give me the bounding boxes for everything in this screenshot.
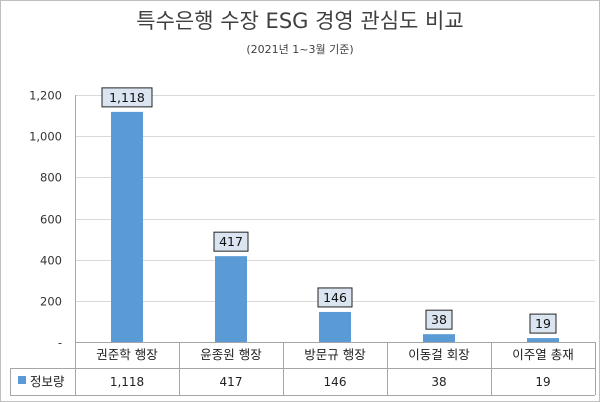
- x-category-label: 방문규 행장: [304, 347, 366, 362]
- data-label-box: [317, 287, 353, 308]
- data-label: 146: [323, 290, 347, 305]
- gridlines: [75, 95, 595, 302]
- data-label-box: [213, 231, 249, 252]
- y-tick-label: 800: [40, 171, 62, 185]
- bar: [423, 334, 455, 342]
- bar: [111, 111, 143, 343]
- table-value: 19: [535, 375, 550, 389]
- bar: [319, 311, 351, 342]
- y-tick-label: 400: [40, 254, 62, 268]
- legend-label: 정보량: [30, 374, 65, 389]
- data-label: 38: [431, 312, 447, 327]
- y-tick-label: -: [58, 336, 62, 350]
- x-category-label: 이동걸 회장: [408, 347, 470, 362]
- data-label: 1,118: [109, 90, 145, 105]
- bar: [527, 338, 559, 342]
- y-tick-label: 600: [40, 213, 62, 227]
- bar: [215, 256, 247, 342]
- x-category-label: 윤종원 행장: [200, 347, 262, 362]
- data-table: 권준학 행장 1,118 윤종원 행장 417 방문규 행장 146 이동걸 회장 38 이주열…: [10, 342, 596, 396]
- y-axis: - 200 400 600 800 1,000 1,200: [29, 89, 76, 395]
- data-label: 19: [535, 316, 551, 331]
- table-value: 1,118: [110, 375, 144, 389]
- y-tick-label: 1,000: [29, 130, 62, 144]
- table-value: 417: [220, 375, 243, 389]
- legend-swatch: [18, 376, 26, 384]
- data-label: 417: [219, 234, 243, 249]
- x-category-label: 권준학 행장: [96, 347, 158, 362]
- table-value: 146: [324, 375, 347, 389]
- data-label-box: [425, 309, 453, 330]
- y-tick-label: 200: [40, 295, 62, 309]
- table-value: 38: [431, 375, 446, 389]
- chart-title: 특수은행 수장 ESG 경영 관심도 비교: [136, 9, 463, 33]
- y-tick-label: 1,200: [29, 89, 62, 103]
- chart-subtitle: (2021년 1~3월 기준): [246, 43, 353, 56]
- x-category-label: 이주열 총재: [512, 347, 573, 362]
- data-label-box: [529, 313, 557, 334]
- data-labels: 1,118 417 146 38 19: [101, 87, 557, 334]
- data-label-box: [101, 87, 153, 108]
- bars: [111, 111, 559, 343]
